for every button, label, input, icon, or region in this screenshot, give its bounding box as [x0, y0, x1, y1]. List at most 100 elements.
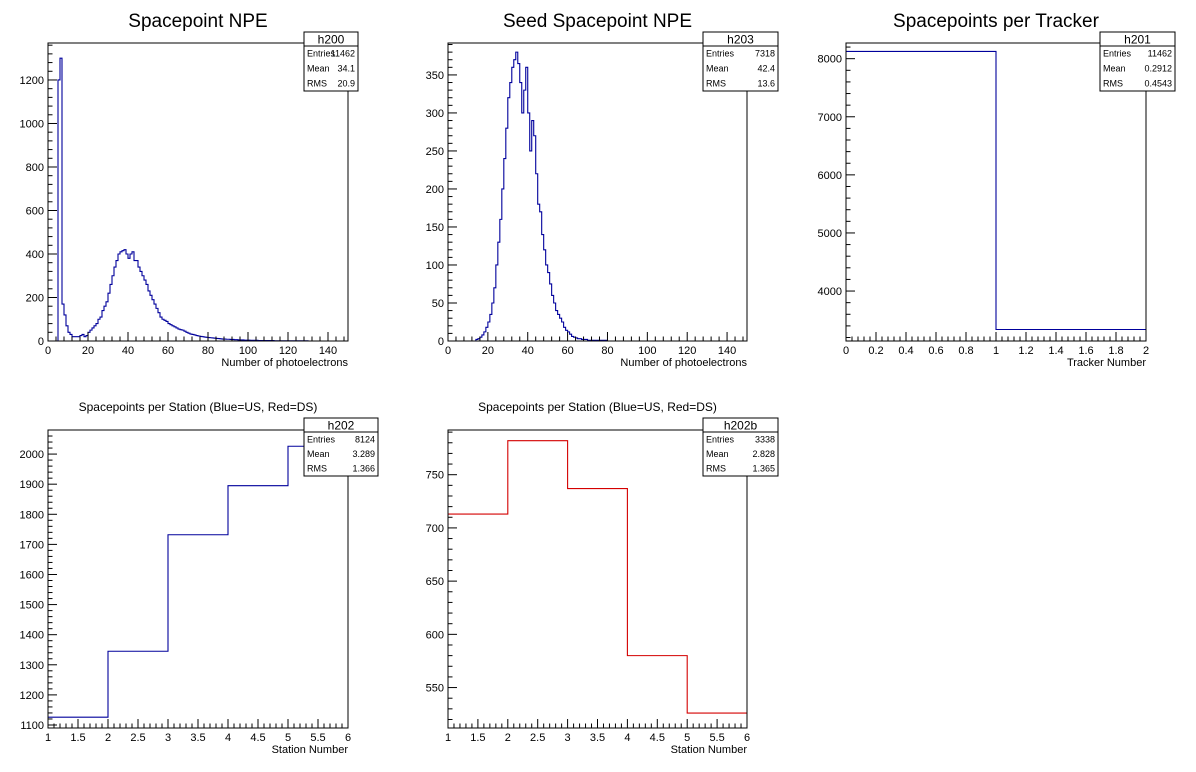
histogram-series-line [48, 445, 348, 718]
stats-box-title: h203 [727, 33, 754, 47]
x-axis-label: Station Number [272, 744, 349, 756]
y-tick-label: 400 [26, 249, 44, 261]
stats-value: 7318 [755, 49, 775, 59]
x-tick-label: 2 [105, 732, 111, 744]
stats-box: h203 Entries 7318 Mean 42.4 RMS 13.6 [702, 31, 779, 92]
y-tick-label: 200 [426, 184, 444, 196]
x-tick-label: 3.5 [590, 732, 605, 744]
y-tick-label: 600 [26, 205, 44, 217]
chart-title: Spacepoints per Station (Blue=US, Red=DS… [478, 400, 717, 414]
y-tick-label: 1800 [20, 509, 44, 521]
chart-title: Seed Spacepoint NPE [503, 11, 692, 32]
stats-label: Mean [706, 64, 729, 74]
y-tick-label: 650 [426, 576, 444, 588]
y-tick-label: 1600 [20, 569, 44, 581]
x-tick-label: 1 [993, 345, 999, 357]
stats-label: Mean [307, 64, 330, 74]
x-tick-label: 0 [445, 345, 451, 357]
x-tick-label: 0 [45, 345, 51, 357]
stats-box-frame [1099, 31, 1176, 92]
stats-label: Mean [1103, 64, 1126, 74]
stats-label: RMS [307, 464, 327, 474]
stats-value: 11462 [1148, 49, 1172, 59]
y-tick-label: 50 [432, 298, 444, 310]
stats-box-frame [303, 417, 379, 477]
stats-value: 0.4543 [1144, 79, 1172, 89]
x-tick-label: 2 [1143, 345, 1149, 357]
histogram-series-line [448, 51, 747, 342]
x-tick-label: 4 [624, 732, 630, 744]
stats-label: Mean [307, 449, 330, 459]
plot-frame [447, 42, 748, 342]
x-axis-label: Tracker Number [1067, 357, 1146, 369]
y-tick-label: 700 [426, 523, 444, 535]
histogram-series-line [448, 440, 747, 714]
y-tick-label: 200 [26, 292, 44, 304]
x-tick-label: 20 [482, 345, 494, 357]
x-tick-label: 4 [225, 732, 231, 744]
x-tick-label: 1.8 [1108, 345, 1123, 357]
stats-label: Entries [706, 434, 735, 444]
chart-title: Spacepoint NPE [128, 11, 267, 32]
x-tick-label: 4.5 [250, 732, 265, 744]
y-tick-label: 100 [426, 260, 444, 272]
stats-box-title: h201 [1124, 33, 1151, 47]
y-tick-label: 1200 [20, 75, 44, 87]
stats-box-frame [702, 31, 779, 92]
y-tick-label: 0 [438, 336, 444, 348]
stats-label: Entries [307, 434, 336, 444]
x-tick-label: 60 [561, 345, 573, 357]
x-tick-label: 6 [345, 732, 351, 744]
x-tick-label: 20 [82, 345, 94, 357]
y-tick-label: 600 [426, 629, 444, 641]
y-tick-label: 5000 [818, 228, 842, 240]
x-tick-label: 100 [638, 345, 656, 357]
stats-value: 42.4 [757, 64, 775, 74]
x-tick-label: 6 [744, 732, 750, 744]
y-tick-label: 1000 [20, 118, 44, 130]
x-tick-label: 80 [601, 345, 613, 357]
y-tick-label: 350 [426, 70, 444, 82]
x-tick-label: 5.5 [310, 732, 325, 744]
chart-title: Spacepoints per Tracker [893, 11, 1100, 32]
stats-label: Mean [706, 449, 729, 459]
x-tick-label: 60 [162, 345, 174, 357]
histogram-pad-h202: Spacepoints per Station (Blue=US, Red=DS… [20, 400, 379, 756]
x-tick-label: 140 [319, 345, 337, 357]
stats-box-frame [303, 31, 359, 92]
x-tick-label: 0.2 [868, 345, 883, 357]
y-tick-label: 750 [426, 470, 444, 482]
x-tick-label: 0.8 [958, 345, 973, 357]
x-tick-label: 80 [202, 345, 214, 357]
y-tick-label: 1300 [20, 660, 44, 672]
y-tick-label: 1200 [20, 690, 44, 702]
x-axis-label: Number of photoelectrons [221, 357, 348, 369]
x-axis-label: Station Number [671, 744, 748, 756]
y-tick-label: 300 [426, 108, 444, 120]
x-tick-label: 1.5 [70, 732, 85, 744]
x-tick-label: 0.6 [928, 345, 943, 357]
x-tick-label: 3 [565, 732, 571, 744]
x-tick-label: 100 [239, 345, 257, 357]
stats-value: 3338 [755, 434, 775, 444]
x-tick-label: 40 [122, 345, 134, 357]
x-tick-label: 120 [279, 345, 297, 357]
y-tick-label: 1100 [20, 720, 44, 732]
x-tick-label: 3 [165, 732, 171, 744]
y-tick-label: 6000 [818, 170, 842, 182]
y-tick-label: 4000 [818, 286, 842, 298]
plot-frame [447, 429, 748, 729]
stats-label: Entries [1103, 49, 1132, 59]
stats-value: 8124 [355, 434, 375, 444]
x-tick-label: 120 [678, 345, 696, 357]
y-tick-label: 1500 [20, 600, 44, 612]
y-tick-label: 550 [426, 683, 444, 695]
x-tick-label: 3.5 [190, 732, 205, 744]
plot-frame [47, 42, 349, 342]
x-tick-label: 4.5 [650, 732, 665, 744]
x-axis-label: Number of photoelectrons [620, 357, 747, 369]
stats-box-title: h202b [724, 419, 758, 433]
y-tick-label: 2000 [20, 449, 44, 461]
y-tick-label: 1900 [20, 479, 44, 491]
